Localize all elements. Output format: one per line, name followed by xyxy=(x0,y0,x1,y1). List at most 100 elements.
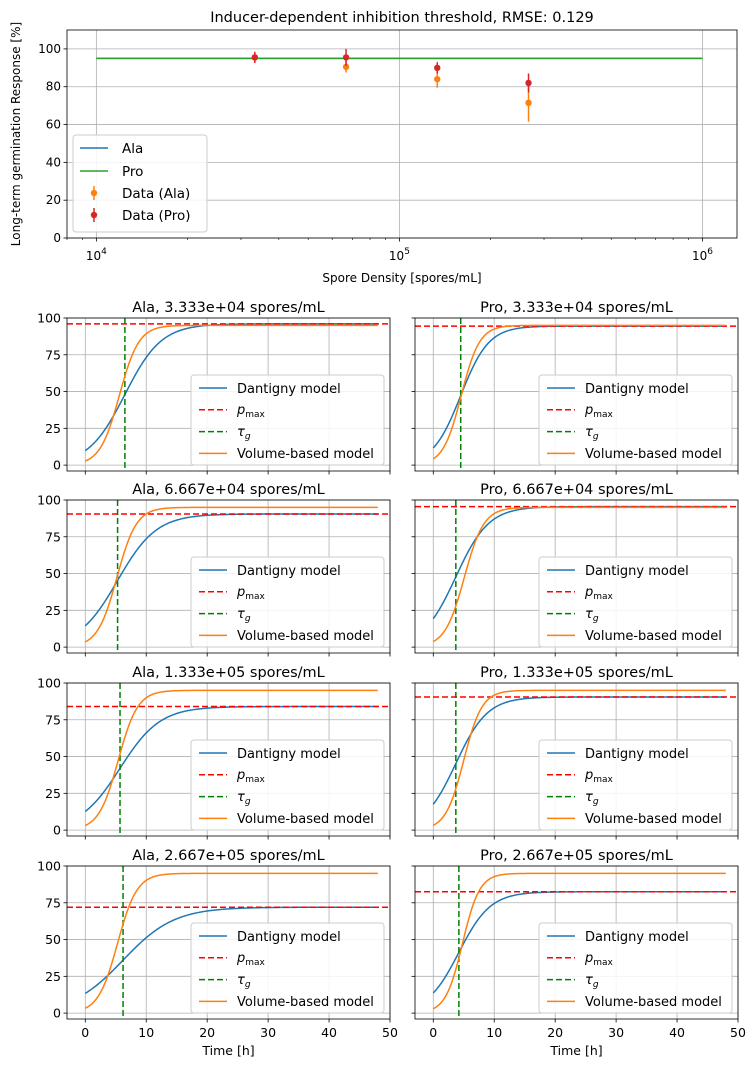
x-tick-label: 50 xyxy=(730,1025,746,1040)
axes-frame xyxy=(66,499,391,654)
legend-label: Volume-based model xyxy=(585,812,722,827)
x-tick-label: 104 xyxy=(86,247,107,263)
y-tick-label: 100 xyxy=(37,311,61,326)
legend-label: Dantigny model xyxy=(585,930,689,945)
legend: Dantigny model pmax τg Volume-based model xyxy=(190,739,385,831)
data-point xyxy=(434,64,441,72)
panel-title: Pro, 6.667e+04 spores/mL xyxy=(480,482,673,498)
legend-label: τg xyxy=(585,607,599,624)
legend-box xyxy=(190,922,385,1014)
legend-box xyxy=(190,374,385,466)
legend-label: Dantigny model xyxy=(237,564,341,579)
y-tick-label: 0 xyxy=(53,231,61,245)
x-tick-label: 10 xyxy=(138,1025,154,1040)
x-tick-label: 106 xyxy=(692,247,713,263)
x-tick-label: 40 xyxy=(321,1025,337,1040)
axes-frame xyxy=(414,865,739,1020)
legend-label: Volume-based model xyxy=(585,995,722,1010)
legend-label: τg xyxy=(585,790,599,807)
legend: Dantigny model pmax τg Volume-based model xyxy=(538,922,733,1014)
axes-frame xyxy=(414,499,739,654)
legend-label: Dantigny model xyxy=(237,930,341,945)
legend-label: Dantigny model xyxy=(585,382,689,397)
y-tick-label: 25 xyxy=(45,603,61,618)
legend-swatch xyxy=(90,211,98,219)
panel-title: Ala, 3.333e+04 spores/mL xyxy=(132,300,325,316)
legend: Dantigny model pmax τg Volume-based model xyxy=(538,739,733,831)
y-tick-label: 50 xyxy=(45,384,61,399)
legend: Ala Pro Data (Ala) Data (Pro) xyxy=(72,134,208,233)
data-point xyxy=(525,99,532,107)
legend-label: Data (Ala) xyxy=(122,186,190,202)
panel-6: 0 25 50 75 100 0 10 20 30 40 50 Time [h] Ala, 2.667e… xyxy=(37,848,398,1058)
panel-title: Ala, 6.667e+04 spores/mL xyxy=(132,482,325,498)
volume-curve xyxy=(84,506,378,643)
x-axis-label: Spore Density [spores/mL] xyxy=(322,271,481,285)
y-tick-label: 100 xyxy=(38,42,61,56)
legend-box xyxy=(72,134,208,233)
volume-curve xyxy=(432,506,726,643)
x-tick-label: 0 xyxy=(429,1025,437,1040)
y-tick-label: 40 xyxy=(46,155,61,169)
legend-label: τg xyxy=(585,973,599,990)
y-tick-label: 50 xyxy=(45,749,61,764)
y-tick-label: 60 xyxy=(46,118,61,132)
volume-curve xyxy=(84,872,378,1009)
legend-swatch xyxy=(90,189,98,197)
legend-label: Dantigny model xyxy=(585,747,689,762)
x-tick-label: 50 xyxy=(382,1025,398,1040)
volume-curve xyxy=(84,689,378,827)
legend-label: pmax xyxy=(236,951,266,968)
axes-frame xyxy=(66,317,391,472)
panel-2: 0 25 50 75 100 Ala, 6.667e+04 spores/mL Dantig… xyxy=(37,482,391,657)
panel-0: 0 25 50 75 100 Ala, 3.333e+04 spores/mL Dantig… xyxy=(37,300,391,475)
y-tick-label: 100 xyxy=(37,676,61,691)
y-tick-label: 75 xyxy=(45,712,61,727)
legend-label: Ala xyxy=(122,141,143,157)
legend-label: Dantigny model xyxy=(585,564,689,579)
legend-label: Dantigny model xyxy=(237,382,341,397)
legend: Dantigny model pmax τg Volume-based model xyxy=(538,556,733,648)
panel-3: Pro, 6.667e+04 spores/mL Dantigny model pm… xyxy=(411,482,739,657)
legend-label: Pro xyxy=(122,164,143,180)
volume-curve xyxy=(432,689,726,826)
legend-label: τg xyxy=(237,790,251,807)
x-tick-label: 30 xyxy=(608,1025,624,1040)
legend-label: Volume-based model xyxy=(237,447,374,462)
y-tick-label: 50 xyxy=(45,566,61,581)
y-tick-label: 75 xyxy=(45,529,61,544)
legend-box xyxy=(538,922,733,1014)
y-tick-label: 0 xyxy=(53,458,61,473)
legend-label: Volume-based model xyxy=(237,629,374,644)
data-point xyxy=(342,63,350,71)
y-tick-label: 0 xyxy=(53,823,61,838)
panel-title: Ala, 1.333e+05 spores/mL xyxy=(132,665,325,681)
legend-box xyxy=(538,739,733,831)
data-point xyxy=(251,54,259,61)
panel-4: 0 25 50 75 100 Ala, 1.333e+05 spores/mL Dantig… xyxy=(37,665,391,840)
y-tick-label: 25 xyxy=(45,786,61,801)
legend-box xyxy=(538,374,733,466)
axes-frame xyxy=(414,317,739,472)
y-tick-label: 100 xyxy=(37,859,61,874)
legend-label: pmax xyxy=(584,403,614,420)
volume-curve xyxy=(432,872,726,1010)
data-point xyxy=(525,79,532,87)
chart-title: Inducer-dependent inhibition threshold, … xyxy=(210,10,594,26)
legend-box xyxy=(190,739,385,831)
legend-label: Volume-based model xyxy=(237,812,374,827)
legend-box xyxy=(190,556,385,648)
legend: Dantigny model pmax τg Volume-based model xyxy=(190,374,385,466)
y-tick-label: 80 xyxy=(46,80,61,94)
legend-box xyxy=(538,556,733,648)
x-tick-label: 105 xyxy=(389,247,410,263)
x-tick-label: 20 xyxy=(199,1025,215,1040)
legend-label: Volume-based model xyxy=(237,995,374,1010)
legend-label: pmax xyxy=(584,768,614,785)
y-tick-label: 25 xyxy=(45,421,61,436)
legend-label: pmax xyxy=(236,585,266,602)
y-tick-label: 75 xyxy=(45,895,61,910)
legend-label: pmax xyxy=(236,768,266,785)
legend: Dantigny model pmax τg Volume-based model xyxy=(538,374,733,466)
